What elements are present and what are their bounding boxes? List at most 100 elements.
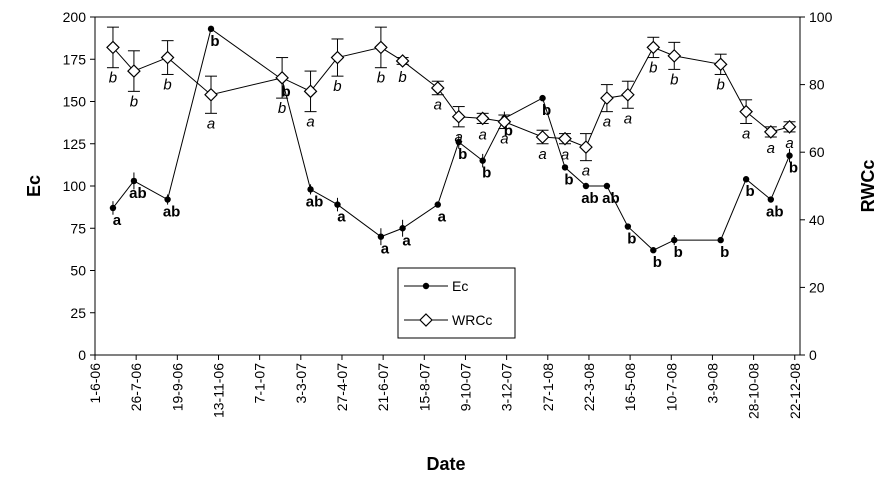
- y-tick-label: 75: [70, 220, 86, 236]
- data-point: [479, 157, 486, 164]
- point-label: b: [716, 76, 724, 93]
- data-point: [786, 152, 793, 159]
- point-label: b: [398, 69, 406, 86]
- data-point: [603, 182, 611, 190]
- point-label: b: [720, 244, 729, 261]
- point-label: a: [402, 232, 411, 249]
- point-label: a: [479, 126, 487, 143]
- point-label: b: [674, 244, 683, 261]
- data-point: [399, 225, 406, 232]
- point-label: b: [649, 60, 657, 77]
- point-label: a: [624, 110, 632, 127]
- data-point: [767, 196, 775, 203]
- data-point: [739, 104, 753, 119]
- point-label: a: [381, 241, 390, 258]
- point-label: b: [653, 254, 662, 271]
- x-tick-label: 13-11-06: [210, 363, 226, 418]
- data-point: [582, 182, 590, 190]
- point-label: b: [109, 70, 117, 87]
- data-point: [535, 130, 550, 144]
- point-label: a: [767, 140, 775, 157]
- data-point: [667, 49, 682, 63]
- x-tick-label: 1-6-06: [87, 363, 103, 404]
- point-label: a: [337, 209, 346, 226]
- series-line: [112, 46, 790, 148]
- point-label: ab: [306, 193, 324, 210]
- data-point: [624, 223, 632, 230]
- data-point: [130, 177, 138, 185]
- data-point: [451, 109, 466, 124]
- x-tick-label: 7-1-07: [252, 363, 268, 404]
- data-point: [497, 114, 512, 129]
- x-tick-label: 15-8-07: [416, 363, 432, 411]
- y-tick-label: 100: [63, 178, 87, 194]
- y2-tick-label: 80: [809, 77, 825, 93]
- point-label: b: [130, 93, 138, 110]
- point-label: ab: [766, 204, 784, 221]
- point-label: a: [561, 147, 569, 164]
- x-tick-label: 22-12-08: [787, 363, 803, 419]
- y-tick-label: 25: [70, 305, 86, 321]
- y-tick-label: 175: [63, 51, 87, 67]
- x-tick-label: 22-3-08: [581, 363, 597, 411]
- y2-tick-label: 100: [809, 9, 833, 25]
- data-point: [650, 247, 657, 254]
- data-point: [558, 131, 572, 146]
- point-label: b: [670, 71, 678, 88]
- y-axis-title: Ec: [24, 175, 44, 197]
- data-point: [430, 81, 445, 95]
- legend-marker: [422, 282, 430, 290]
- y2-tick-label: 0: [809, 347, 817, 363]
- data-point: [164, 196, 171, 203]
- series-line: [112, 27, 790, 251]
- data-point: [579, 140, 593, 154]
- y-tick-label: 125: [63, 136, 87, 152]
- data-point: [742, 176, 750, 183]
- point-label: b: [210, 33, 219, 50]
- legend-box: [397, 267, 516, 339]
- legend-label: Ec: [452, 278, 468, 294]
- point-label: b: [746, 183, 755, 200]
- y-tick-label: 0: [78, 347, 86, 363]
- point-label: ab: [129, 185, 147, 202]
- x-tick-label: 10-7-08: [663, 363, 679, 411]
- y2-tick-label: 20: [809, 279, 825, 295]
- data-point: [374, 40, 388, 55]
- point-label: b: [542, 102, 551, 119]
- point-label: b: [627, 231, 636, 248]
- x-tick-label: 3-3-07: [293, 363, 309, 404]
- data-point: [127, 64, 141, 78]
- x-tick-label: 27-1-08: [540, 363, 556, 411]
- point-label: ab: [163, 204, 181, 221]
- y-tick-label: 200: [63, 9, 87, 25]
- data-point: [109, 204, 117, 212]
- data-point: [160, 50, 175, 65]
- data-point: [395, 54, 410, 68]
- point-label: a: [438, 209, 447, 226]
- y-tick-label: 50: [70, 263, 86, 279]
- x-tick-label: 3-9-08: [704, 363, 720, 404]
- data-point: [334, 201, 341, 208]
- y2-tick-label: 40: [809, 212, 825, 228]
- point-label: b: [377, 70, 385, 87]
- point-label: a: [603, 114, 611, 131]
- data-point: [377, 233, 385, 240]
- data-point: [207, 25, 215, 33]
- data-point: [434, 201, 441, 208]
- y2-axis-title: RWCc: [858, 160, 878, 213]
- x-tick-label: 3-12-07: [499, 363, 515, 411]
- point-label: a: [207, 115, 215, 132]
- data-point: [717, 236, 724, 244]
- x-tick-label: 28-10-08: [746, 363, 762, 419]
- x-axis-title: Date: [426, 454, 465, 474]
- data-point: [621, 87, 635, 102]
- data-point: [782, 120, 797, 134]
- x-tick-label: 27-4-07: [334, 363, 350, 411]
- x-tick-label: 9-10-07: [457, 363, 473, 411]
- x-tick-label: 26-7-06: [128, 363, 144, 411]
- point-label: a: [455, 129, 463, 146]
- point-label: b: [458, 146, 467, 163]
- point-label: b: [482, 165, 491, 182]
- data-point: [561, 164, 569, 171]
- data-point: [539, 94, 546, 102]
